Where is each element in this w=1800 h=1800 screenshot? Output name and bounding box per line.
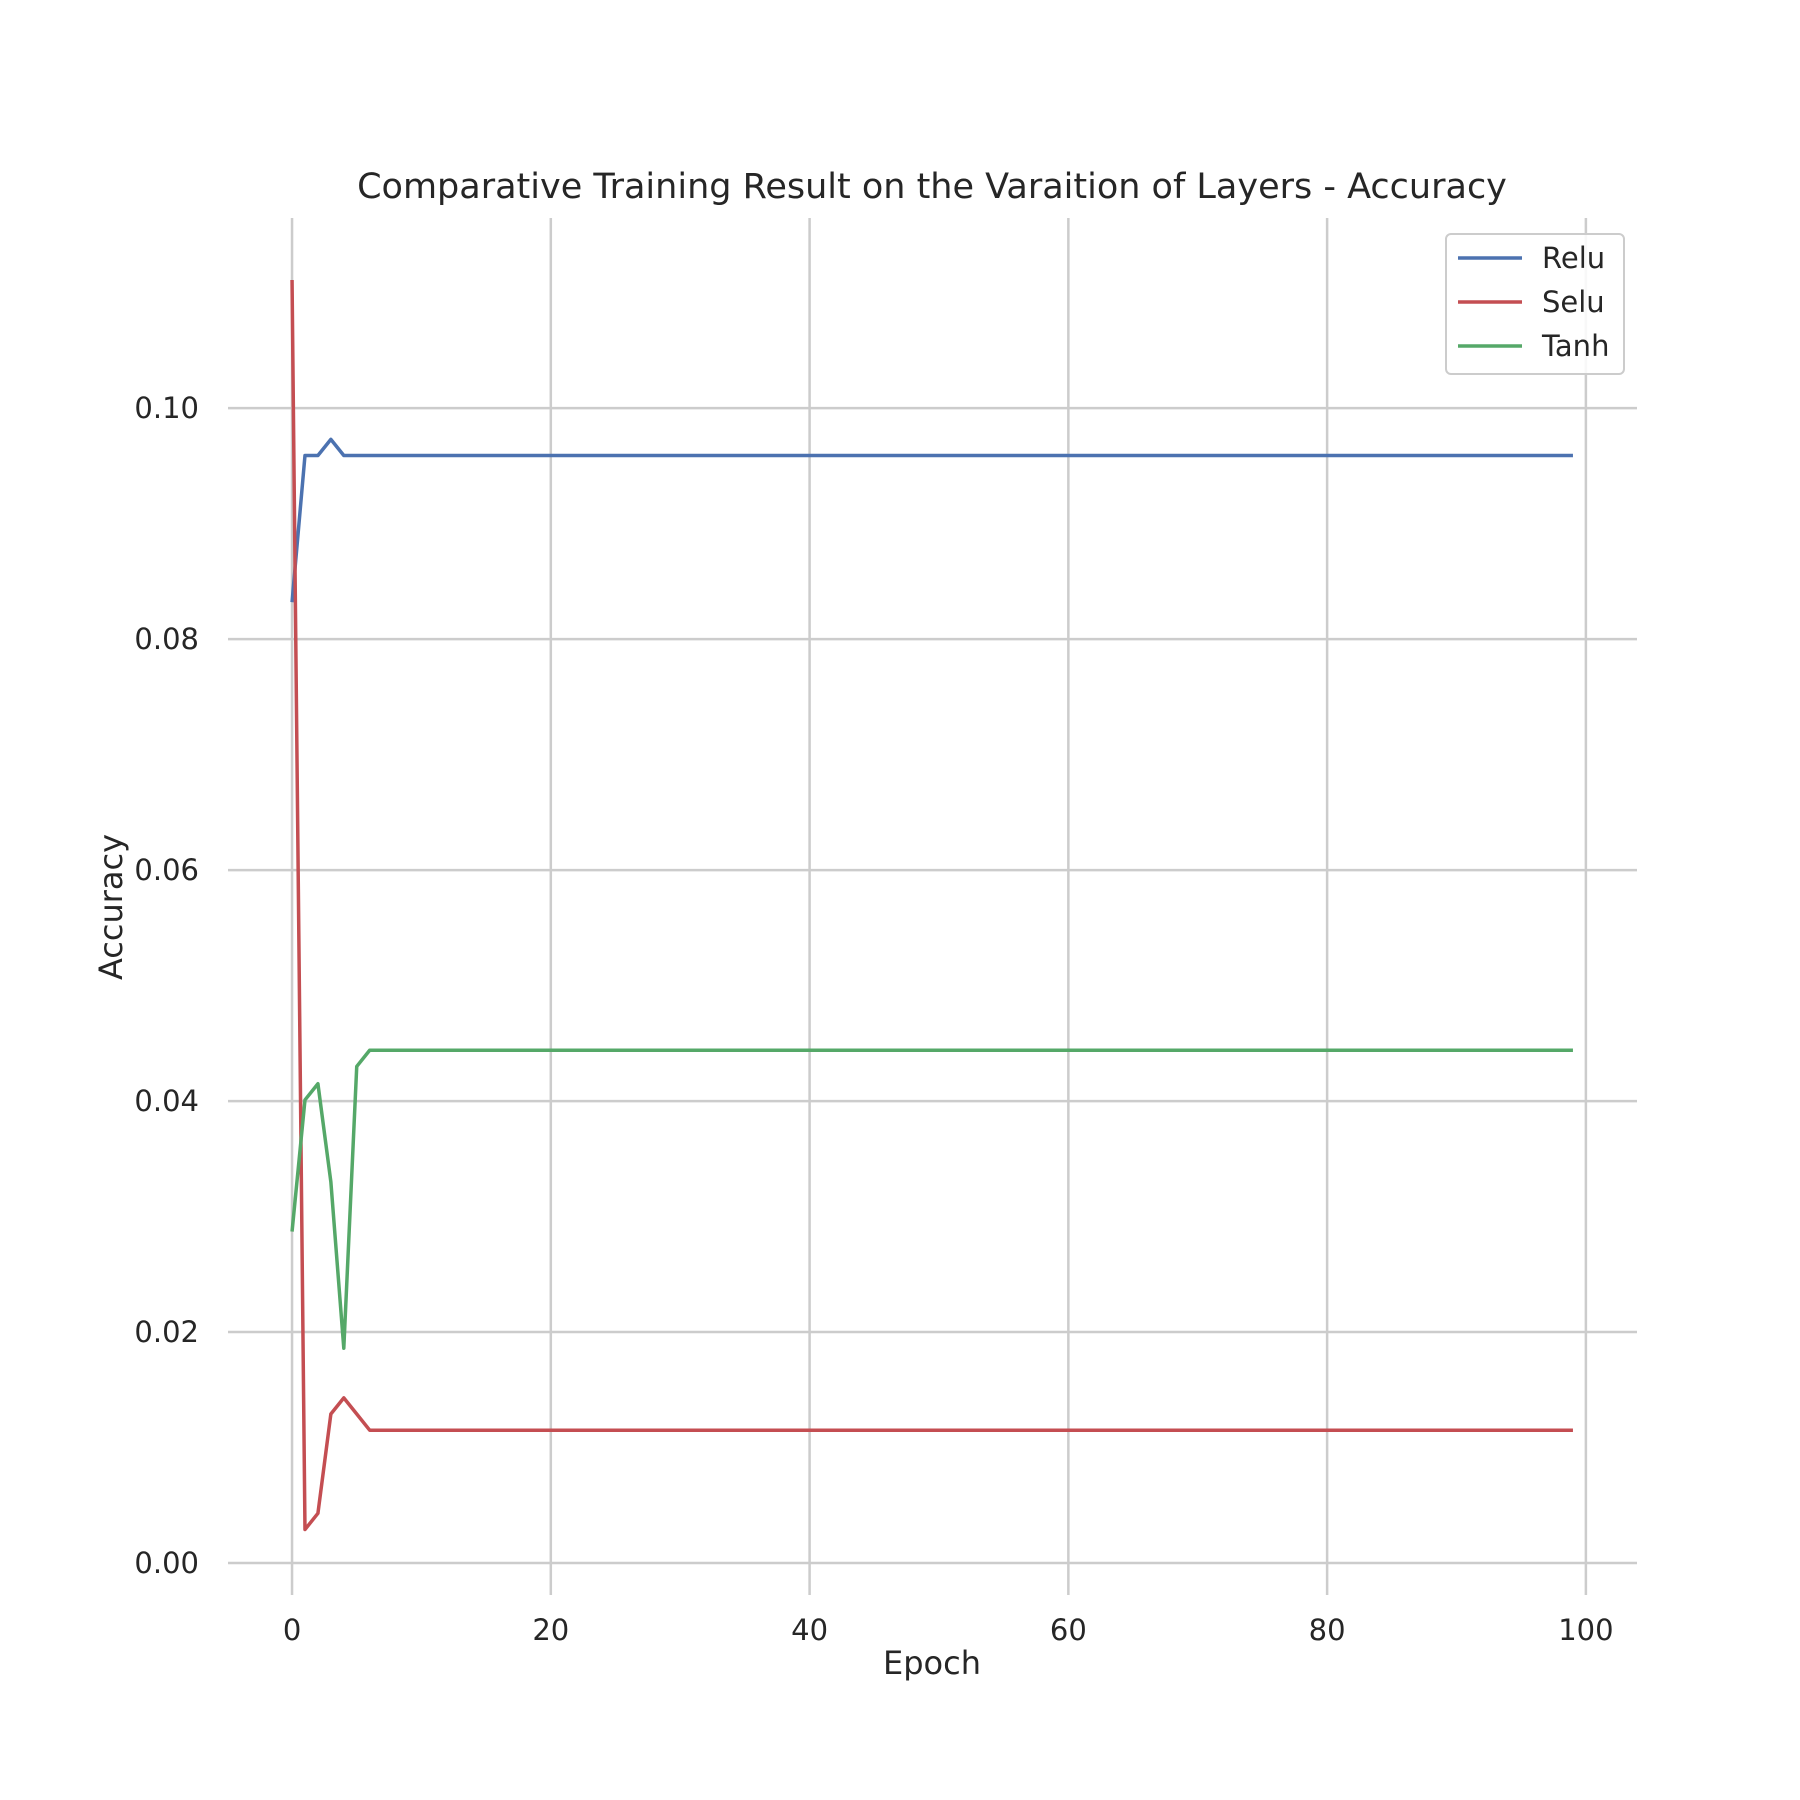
- x-tick-label: 40: [791, 1613, 828, 1647]
- x-tick-label: 100: [1558, 1613, 1613, 1647]
- x-tick-label: 0: [283, 1613, 301, 1647]
- legend-box: [1445, 233, 1625, 375]
- legend-label-selu: Selu: [1542, 285, 1605, 319]
- y-tick-label: 0.06: [134, 853, 199, 887]
- y-tick-label: 0.02: [134, 1315, 199, 1349]
- series-line-relu: [290, 437, 1573, 603]
- x-tick-label: 80: [1309, 1613, 1346, 1647]
- y-axis-label: Accuracy: [92, 834, 130, 980]
- x-axis-ticks: 0 20 40 60 80 100: [283, 1613, 1614, 1647]
- y-tick-label: 0.04: [134, 1084, 199, 1118]
- legend: Relu Selu Tanh: [1445, 233, 1625, 375]
- chart-title: Comparative Training Result on the Varai…: [357, 167, 1507, 207]
- x-tick-label: 60: [1050, 1613, 1087, 1647]
- y-axis-ticks: 0.00 0.02 0.04 0.06 0.08 0.10: [134, 391, 199, 1580]
- legend-label-relu: Relu: [1542, 241, 1605, 275]
- legend-label-tanh: Tanh: [1541, 329, 1609, 363]
- series-line-tanh: [290, 1048, 1573, 1350]
- y-tick-label: 0.00: [134, 1546, 199, 1580]
- y-tick-label: 0.08: [134, 622, 199, 656]
- x-axis-label: Epoch: [883, 1644, 981, 1682]
- grid: [228, 218, 1637, 1595]
- y-tick-label: 0.10: [134, 391, 199, 425]
- x-tick-label: 20: [532, 1613, 569, 1647]
- plot-series: [290, 279, 1573, 1532]
- series-line-selu: [290, 279, 1573, 1532]
